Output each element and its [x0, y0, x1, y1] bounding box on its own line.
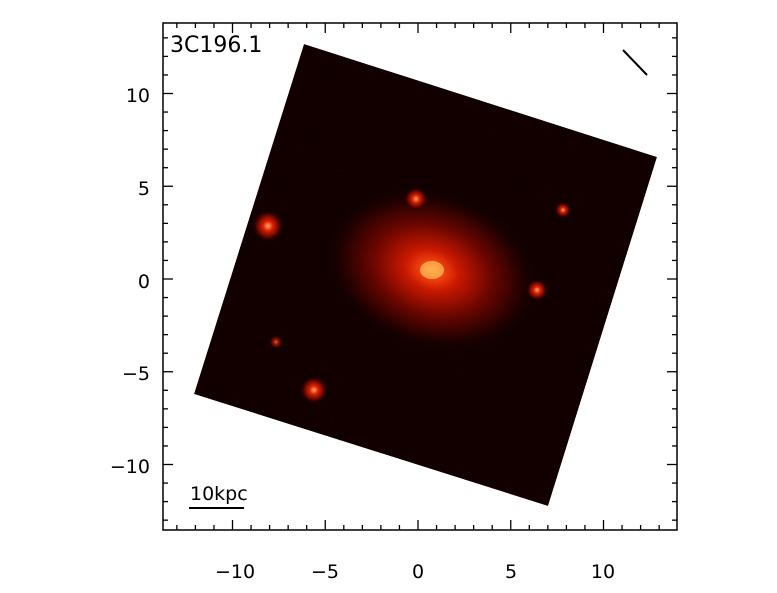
- y-tick-label: 0: [138, 271, 150, 293]
- axis-ticks: [163, 23, 677, 530]
- y-axis-tick-labels: 10 5 0 −5 −10: [110, 85, 150, 478]
- scale-bar-label: 10kpc: [190, 483, 248, 505]
- y-tick-label: −10: [110, 456, 150, 478]
- companion-source: [526, 279, 548, 301]
- orientation-indicator: [622, 49, 648, 76]
- companion-source: [269, 335, 283, 349]
- x-tick-label: −5: [311, 561, 339, 583]
- companion-source: [300, 376, 328, 404]
- x-tick-label: 5: [505, 561, 517, 583]
- plot-frame: [162, 22, 678, 531]
- scale-bar: 10kpc: [189, 483, 248, 509]
- companion-source: [555, 202, 571, 218]
- y-tick-label: −5: [122, 363, 150, 385]
- x-axis-tick-labels: −10 −5 0 5 10: [215, 561, 615, 583]
- object-name-label: 3C196.1: [170, 33, 262, 58]
- companion-source: [252, 210, 284, 242]
- x-tick-label: −10: [215, 561, 255, 583]
- x-tick-label: 0: [412, 561, 424, 583]
- galaxy-nucleus: [420, 261, 444, 279]
- x-tick-label: 10: [591, 561, 615, 583]
- companion-source: [404, 187, 428, 211]
- y-tick-label: 10: [126, 85, 150, 107]
- y-tick-label: 5: [138, 178, 150, 200]
- galaxy-image: [194, 44, 657, 506]
